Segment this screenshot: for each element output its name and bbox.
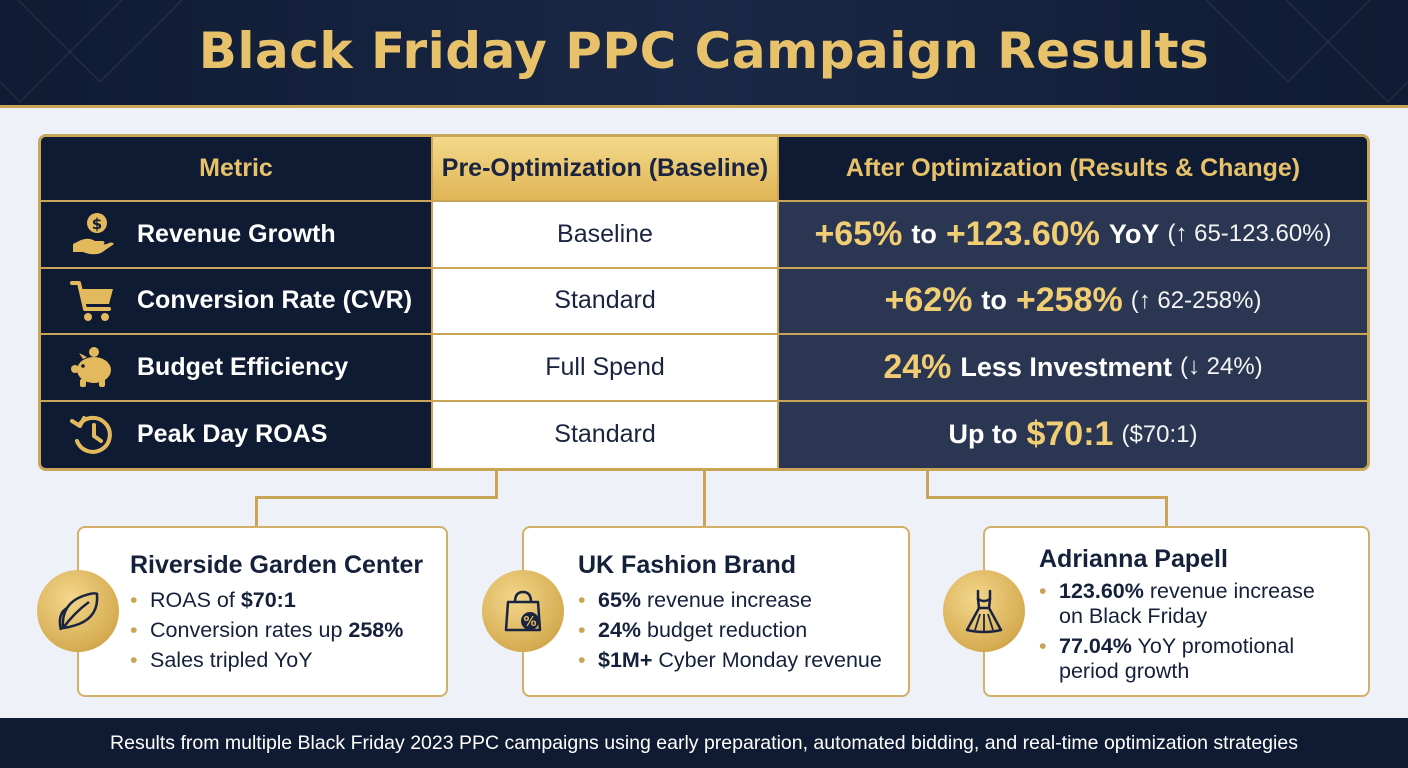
result-value: +62%	[884, 281, 973, 320]
money-hand-icon: $	[69, 210, 117, 258]
list-item: • 24% budget reduction	[578, 618, 808, 642]
result-cell: +65% to +123.60% YoY (↑ 65-123.60%)	[779, 202, 1367, 269]
piggy-bank-icon	[69, 343, 117, 391]
list-item: • ROAS of $70:1	[130, 588, 296, 612]
card-list: • 123.60% revenue increase on Black Friday…	[1039, 579, 1315, 689]
connector-line	[926, 471, 929, 498]
page-title: Black Friday PPC Campaign Results	[198, 22, 1210, 80]
connector-line	[255, 496, 258, 526]
header-baseline: Pre-Optimization (Baseline)	[433, 137, 779, 202]
case-study-card	[983, 526, 1370, 697]
list-item: • 65% revenue increase	[578, 588, 812, 612]
result-text: to	[981, 285, 1007, 316]
footer-note: Results from multiple Black Friday 2023 …	[0, 718, 1408, 768]
card-title: Riverside Garden Center	[130, 551, 424, 579]
metric-label: Conversion Rate (CVR)	[137, 286, 413, 315]
list-item: • Sales tripled YoY	[130, 648, 313, 672]
case-study-card	[77, 526, 448, 697]
connector-line	[255, 496, 498, 499]
result-cell: Up to $70:1 ($70:1)	[779, 401, 1367, 468]
card-list: • 65% revenue increase • 24% budget reduct…	[578, 585, 882, 675]
header-after: After Optimization (Results & Change)	[779, 137, 1367, 202]
clock-history-icon	[69, 411, 117, 459]
dress-icon	[943, 570, 1025, 652]
arrow-down-icon: ↓	[1187, 353, 1200, 381]
results-table: Metric Pre-Optimization (Baseline) After…	[38, 134, 1370, 471]
baseline-cell: Baseline	[433, 202, 779, 269]
result-note: (↑ 65-123.60%)	[1167, 220, 1332, 248]
metric-cell: Peak Day ROAS	[41, 401, 433, 468]
svg-text:$: $	[92, 215, 102, 233]
list-item: • 77.04% YoY promotional period growth	[1039, 634, 1295, 683]
result-note: ($70:1)	[1121, 420, 1198, 448]
header-banner: Black Friday PPC Campaign Results	[0, 0, 1408, 108]
leaf-icon	[37, 570, 119, 652]
connector-line	[495, 471, 498, 498]
connector-line	[1165, 496, 1168, 526]
metric-cell: $ Revenue Growth	[41, 202, 433, 269]
card-title: Adrianna Papell	[1039, 545, 1228, 573]
metric-label: Budget Efficiency	[137, 352, 349, 381]
result-value: $70:1	[1026, 415, 1114, 454]
arrow-up-icon: ↑	[1138, 286, 1151, 314]
connector-line	[926, 496, 1168, 499]
result-text: YoY	[1108, 218, 1160, 249]
shopping-bag-percent-icon: %	[482, 570, 564, 652]
result-text: Up to	[948, 419, 1018, 450]
baseline-cell: Standard	[433, 268, 779, 335]
result-note: (↑ 62-258%)	[1130, 286, 1262, 314]
metric-cell: Conversion Rate (CVR)	[41, 268, 433, 335]
card-list: • ROAS of $70:1 • Conversion rates up 258%…	[130, 585, 403, 675]
list-item: • $1M+ Cyber Monday revenue	[578, 648, 882, 672]
card-title: UK Fashion Brand	[578, 551, 797, 579]
baseline-cell: Full Spend	[433, 335, 779, 402]
svg-text:%: %	[523, 615, 536, 630]
shopping-cart-icon	[69, 277, 117, 325]
list-item: • Conversion rates up 258%	[130, 618, 404, 642]
result-value: 24%	[883, 347, 952, 386]
arrow-up-icon: ↑	[1175, 220, 1188, 248]
metric-label: Revenue Growth	[137, 219, 336, 248]
list-item: • 123.60% revenue increase on Black Friday	[1039, 579, 1315, 628]
result-cell: 24% Less Investment (↓ 24%)	[779, 335, 1367, 402]
result-value: +65%	[814, 214, 903, 253]
result-text: to	[911, 218, 937, 249]
case-study-card	[522, 526, 910, 697]
result-note: (↓ 24%)	[1179, 353, 1263, 381]
metric-label: Peak Day ROAS	[137, 420, 328, 449]
metric-cell: Budget Efficiency	[41, 335, 433, 402]
result-cell: +62% to +258% (↑ 62-258%)	[779, 268, 1367, 335]
result-value: +123.60%	[945, 214, 1100, 253]
header-metric: Metric	[41, 137, 433, 202]
result-value: +258%	[1015, 281, 1123, 320]
connector-line	[703, 471, 706, 526]
baseline-cell: Standard	[433, 401, 779, 468]
result-text: Less Investment	[960, 351, 1172, 382]
